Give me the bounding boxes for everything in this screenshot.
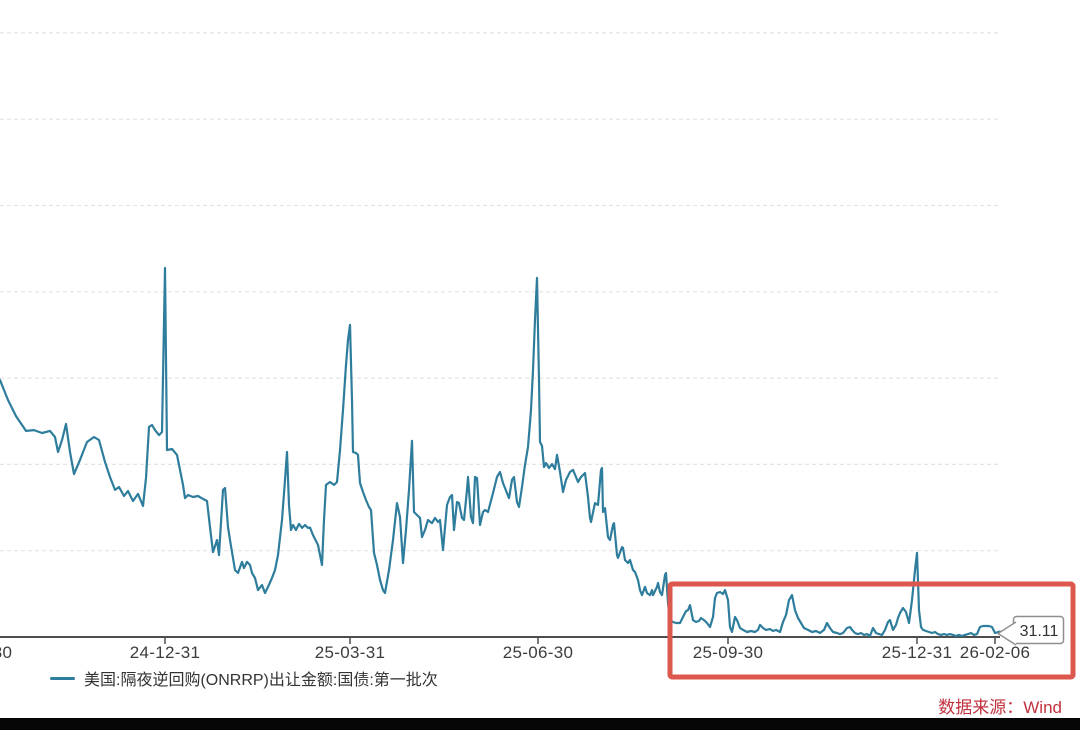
- tooltip-value: 31.11: [1020, 623, 1059, 640]
- x-tick-label: 25-12-31: [881, 643, 953, 662]
- tooltip-callout: 31.11: [997, 615, 1065, 646]
- x-tick-label: 26-02-06: [959, 643, 1031, 662]
- series-layer: [0, 266, 1002, 638]
- legend-label: 美国:隔夜逆回购(ONRRP)出让金额:国债:第一批次: [84, 672, 438, 689]
- x-tick-label: 25-03-31: [314, 643, 386, 662]
- axis-layer: [0, 636, 1000, 644]
- x-tick-label: 24-12-31: [129, 643, 201, 662]
- grid-layer: [0, 32, 1000, 552]
- highlight-layer: [667, 581, 1076, 680]
- x-tick-label: 25-09-30: [692, 643, 764, 662]
- series-line[interactable]: [0, 266, 1002, 638]
- x-tick-label: 25-06-30: [502, 643, 574, 662]
- legend-line-swatch: [50, 676, 75, 680]
- tooltip-arrow: [997, 621, 1017, 646]
- legend: 美国:隔夜逆回购(ONRRP)出让金额:国债:第一批次: [50, 666, 438, 690]
- highlight-box: [667, 581, 1076, 680]
- bottom-black-bar: [0, 718, 1080, 730]
- x-tick-label: 24-09-30: [0, 643, 13, 662]
- data-source-label: 数据来源：Wind: [938, 698, 1062, 717]
